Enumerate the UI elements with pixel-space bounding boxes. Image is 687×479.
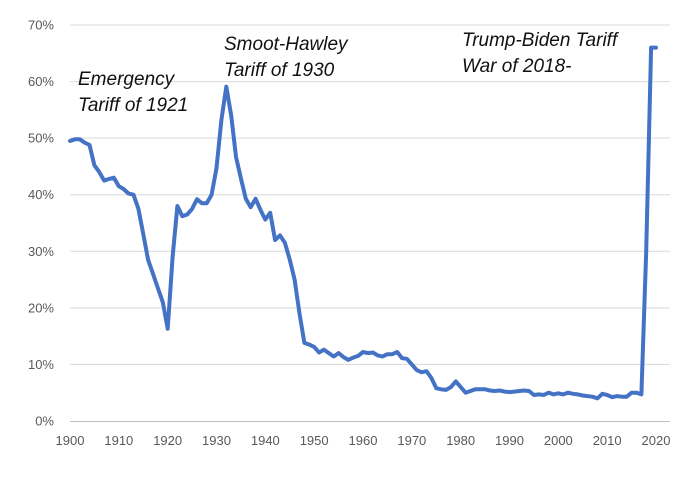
y-tick-label: 40% — [28, 187, 54, 202]
x-tick-label: 1930 — [202, 433, 231, 448]
x-tick-label: 2020 — [642, 433, 671, 448]
annotation-emergency-tariff-line-2: Tariff of 1921 — [78, 95, 188, 116]
x-tick-label: 1900 — [56, 433, 85, 448]
x-tick-label: 1960 — [349, 433, 378, 448]
annotation-smoot-hawley-line-2: Tariff of 1930 — [224, 60, 335, 81]
annotation-trump-biden-line-1: Trump-Biden Tariff — [462, 30, 619, 51]
annotation-emergency-tariff: Emergency Tariff of 1921 — [78, 69, 188, 116]
x-tick-label: 2010 — [593, 433, 622, 448]
series-lines — [68, 45, 658, 401]
x-tick-label: 2000 — [544, 433, 573, 448]
annotation-smoot-hawley: Smoot-Hawley Tariff of 1930 — [224, 34, 353, 81]
x-tick-label: 1990 — [495, 433, 524, 448]
y-axis-tick-labels: 0% 10% 20% 30% 40% 50% 60% 70% — [28, 18, 54, 429]
y-tick-label: 60% — [28, 74, 54, 89]
series-line-tariff-rate — [68, 45, 658, 401]
y-tick-label: 20% — [28, 300, 54, 315]
annotation-trump-biden-line-2: War of 2018- — [462, 56, 571, 77]
x-tick-label: 1910 — [104, 433, 133, 448]
y-tick-label: 70% — [28, 18, 54, 33]
y-tick-label: 10% — [28, 357, 54, 372]
x-axis-tick-labels: 1900 1910 1920 1930 1940 1950 1960 1970 1980 1990… — [56, 433, 671, 448]
x-tick-label: 1940 — [251, 433, 280, 448]
y-tick-label: 0% — [35, 414, 54, 429]
annotation-smoot-hawley-line-1: Smoot-Hawley — [224, 34, 349, 55]
annotation-emergency-tariff-line-1: Emergency — [78, 69, 176, 90]
y-tick-label: 50% — [28, 131, 54, 146]
y-tick-label: 30% — [28, 244, 54, 259]
annotation-trump-biden-tariff: Trump-Biden Tariff War of 2018- — [462, 30, 623, 77]
x-tick-label: 1950 — [300, 433, 329, 448]
x-tick-label: 1980 — [446, 433, 475, 448]
x-tick-label: 1970 — [397, 433, 426, 448]
x-tick-label: 1920 — [153, 433, 182, 448]
